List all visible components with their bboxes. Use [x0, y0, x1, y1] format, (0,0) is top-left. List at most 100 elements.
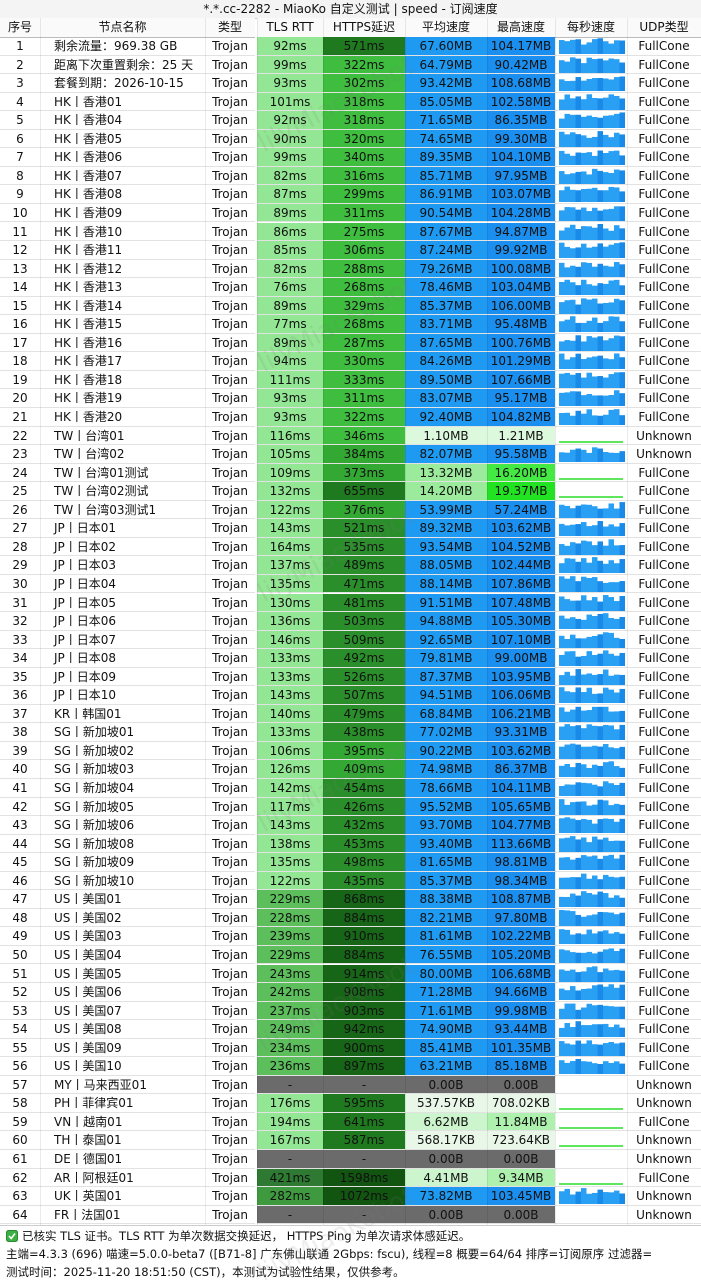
- sparkline-bar: [564, 691, 570, 704]
- tls-rtt: 99ms: [257, 55, 323, 75]
- sparkline-bar: [597, 971, 603, 982]
- sparkline-bar: [597, 415, 603, 425]
- tls-rtt: 77ms: [257, 315, 323, 334]
- node-name: JP丨日本06: [40, 612, 205, 631]
- sparkline-bar: [586, 504, 592, 518]
- sparkline-bar: [614, 1190, 620, 1205]
- sparkline-bar: [564, 671, 570, 685]
- sparkline-bar: [575, 39, 581, 54]
- speed-sparkline-cell: [555, 668, 627, 687]
- sparkline-bar: [581, 656, 587, 667]
- column-header: TLS RTT: [257, 18, 323, 38]
- sparkline-bar: [564, 1003, 570, 1019]
- sparkline-bar: [603, 564, 609, 574]
- sparkline-bar: [559, 230, 565, 240]
- sparkline-bar: [586, 878, 592, 889]
- sparkline-bar: [614, 877, 620, 889]
- sparkline-bar: [575, 971, 581, 982]
- https-latency: 373ms: [323, 463, 405, 483]
- sparkline-bar: [575, 744, 581, 759]
- speed-sparkline: [559, 316, 625, 333]
- avg-speed: 79.26MB: [405, 259, 487, 279]
- sparkline-bar: [592, 58, 598, 73]
- tls-rtt: 239ms: [257, 927, 323, 946]
- avg-speed: 4.41MB: [405, 1168, 487, 1188]
- row-index: 24: [0, 464, 40, 483]
- speed-sparkline-cell: [555, 297, 627, 316]
- tls-rtt: 94ms: [257, 352, 323, 371]
- sparkline-bar: [575, 687, 581, 704]
- sparkline-bar: [614, 508, 620, 518]
- protocol: Trojan: [205, 278, 255, 297]
- speed-sparkline: [559, 521, 625, 537]
- sparkline-bar: [564, 724, 570, 741]
- max-speed: 100.08MB: [487, 259, 555, 279]
- sparkline-bar: [597, 951, 603, 963]
- https-latency: 320ms: [323, 129, 405, 149]
- sparkline-bar: [597, 78, 603, 92]
- speed-sparkline-cell: [555, 204, 627, 223]
- sparkline-bar: [619, 876, 625, 889]
- sparkline-bar: [564, 558, 570, 574]
- sparkline-bar: [603, 545, 609, 555]
- speed-sparkline-cell: [555, 37, 627, 56]
- sparkline-bar: [597, 653, 603, 667]
- node-name: US丨美国07: [40, 1002, 205, 1021]
- tls-rtt: 142ms: [257, 779, 323, 798]
- node-name: AR丨阿根廷01: [40, 1169, 205, 1188]
- max-speed: 104.82MB: [487, 408, 555, 427]
- https-latency: 1598ms: [323, 1168, 405, 1188]
- sparkline-bar: [608, 1027, 614, 1038]
- sparkline-bar: [564, 505, 570, 518]
- sparkline-bar: [575, 933, 581, 945]
- udp-type: FullCone: [627, 408, 701, 427]
- sparkline-bar: [581, 377, 587, 388]
- speed-sparkline: [559, 38, 625, 54]
- sparkline-bar: [597, 746, 603, 759]
- speed-sparkline-cell: [555, 686, 627, 705]
- row-index: 6: [0, 130, 40, 149]
- tls-rtt: 136ms: [257, 612, 323, 631]
- https-latency: 287ms: [323, 333, 405, 353]
- protocol: Trojan: [205, 1150, 255, 1169]
- sparkline-bar: [597, 706, 603, 722]
- sparkline-bar: [614, 914, 620, 926]
- sparkline-bar: [614, 895, 620, 908]
- sparkline-bar: [586, 321, 592, 333]
- sparkline-bar: [570, 374, 576, 388]
- sparkline-bar: [603, 631, 609, 648]
- https-latency: 903ms: [323, 1001, 405, 1021]
- sparkline-bar: [603, 930, 609, 945]
- sparkline-bar: [559, 785, 565, 796]
- sparkline-bar: [608, 653, 614, 667]
- speed-sparkline: [559, 409, 625, 425]
- udp-type: FullCone: [627, 223, 701, 242]
- sparkline-bar: [570, 357, 576, 370]
- sparkline-bar: [608, 618, 614, 630]
- node-name: HK丨香港05: [40, 130, 205, 149]
- sparkline-bar: [570, 207, 576, 221]
- sparkline-bar: [608, 79, 614, 92]
- speed-sparkline: [559, 929, 625, 945]
- tls-rtt: 167ms: [257, 1131, 323, 1150]
- sparkline-bar: [570, 316, 576, 333]
- protocol: Trojan: [205, 1094, 255, 1113]
- sparkline-bar: [614, 409, 620, 425]
- node-name: HK丨香港09: [40, 204, 205, 223]
- https-latency: 340ms: [323, 148, 405, 167]
- protocol: Trojan: [205, 1057, 255, 1076]
- node-name: US丨美国04: [40, 946, 205, 965]
- sparkline-bar: [559, 79, 565, 92]
- speed-sparkline: [559, 1182, 623, 1185]
- max-speed: 85.18MB: [487, 1057, 555, 1076]
- sparkline-bar: [597, 355, 603, 370]
- udp-type: FullCone: [627, 260, 701, 279]
- row-index: 10: [0, 204, 40, 223]
- https-latency: 409ms: [323, 760, 405, 779]
- protocol: Trojan: [205, 538, 255, 557]
- row-index: 14: [0, 278, 40, 297]
- sparkline-bar: [619, 357, 625, 370]
- sparkline-bar: [619, 818, 625, 834]
- sparkline-bar: [586, 1061, 592, 1075]
- row-index: 54: [0, 1020, 40, 1039]
